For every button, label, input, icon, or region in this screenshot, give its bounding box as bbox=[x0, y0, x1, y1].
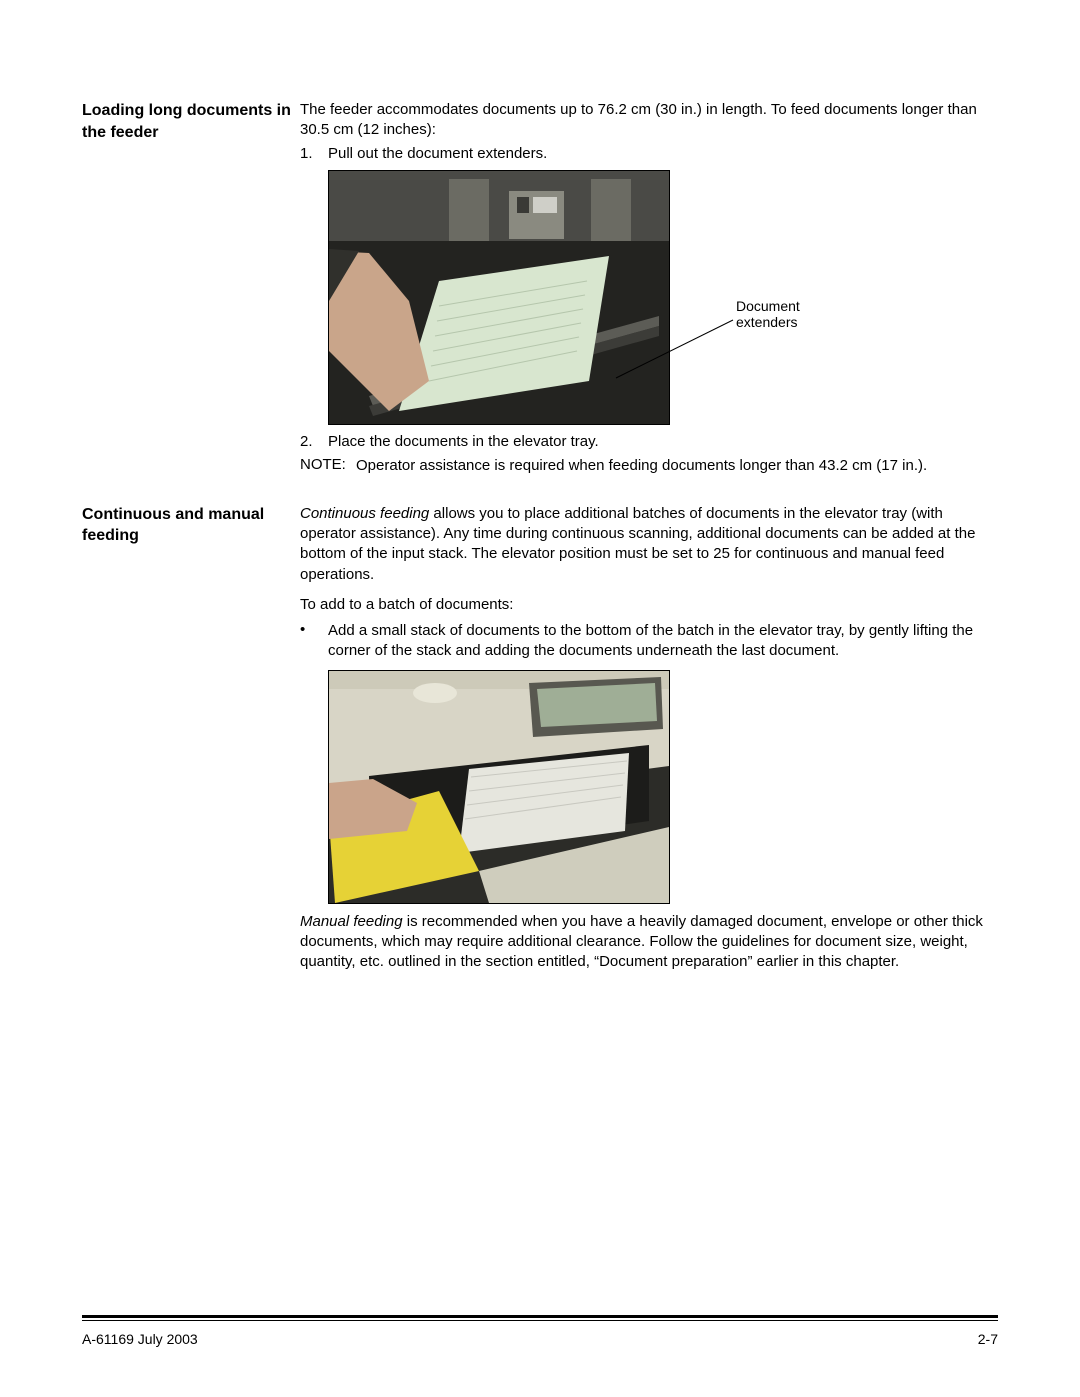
note-label: NOTE: bbox=[300, 456, 356, 476]
content-columns: Loading long documents in the feeder The… bbox=[82, 100, 998, 476]
right-column: The feeder accommodates documents up to … bbox=[300, 100, 998, 476]
left-column: Loading long documents in the feeder bbox=[82, 100, 300, 476]
section2-para3: Manual feeding is recommended when you h… bbox=[300, 912, 998, 973]
para3-rest: is recommended when you have a heavily d… bbox=[300, 913, 983, 971]
document-page: Loading long documents in the feeder The… bbox=[0, 0, 1080, 1397]
page-footer: A-61169 July 2003 2-7 bbox=[82, 1315, 998, 1347]
step-number: 1. bbox=[300, 145, 328, 162]
footer-rule-thick bbox=[82, 1315, 998, 1318]
section1-step1: 1. Pull out the document extenders. bbox=[300, 145, 998, 162]
left-column-2: Continuous and manual feeding bbox=[82, 504, 300, 977]
para1-italic: Continuous feeding bbox=[300, 505, 429, 522]
step-text: Pull out the document extenders. bbox=[328, 145, 998, 162]
content-columns-2: Continuous and manual feeding Continuous… bbox=[82, 504, 998, 977]
section2-para1: Continuous feeding allows you to place a… bbox=[300, 504, 998, 585]
section2-para2: To add to a batch of documents: bbox=[300, 595, 998, 615]
figure1-image bbox=[328, 170, 670, 425]
para3-italic: Manual feeding bbox=[300, 913, 403, 930]
bullet-mark: • bbox=[300, 621, 328, 662]
step-text: Place the documents in the elevator tray… bbox=[328, 433, 998, 450]
section1-intro: The feeder accommodates documents up to … bbox=[300, 100, 998, 141]
section1-note: NOTE: Operator assistance is required wh… bbox=[300, 456, 998, 476]
figure1-block: Document extenders bbox=[328, 170, 998, 425]
section1-heading: Loading long documents in the feeder bbox=[82, 100, 300, 143]
section2-heading: Continuous and manual feeding bbox=[82, 504, 300, 547]
figure2-block bbox=[328, 670, 998, 904]
figure2-image bbox=[328, 670, 670, 904]
figure1-callout: Document extenders bbox=[736, 298, 826, 332]
section2-bullet: • Add a small stack of documents to the … bbox=[300, 621, 998, 662]
step-number: 2. bbox=[300, 433, 328, 450]
right-column-2: Continuous feeding allows you to place a… bbox=[300, 504, 998, 977]
section1-step2: 2. Place the documents in the elevator t… bbox=[300, 433, 998, 450]
note-text: Operator assistance is required when fee… bbox=[356, 456, 998, 476]
footer-right: 2-7 bbox=[978, 1331, 998, 1347]
bullet-text: Add a small stack of documents to the bo… bbox=[328, 621, 998, 662]
footer-row: A-61169 July 2003 2-7 bbox=[82, 1331, 998, 1347]
footer-left: A-61169 July 2003 bbox=[82, 1331, 198, 1347]
footer-rule-thin bbox=[82, 1320, 998, 1321]
